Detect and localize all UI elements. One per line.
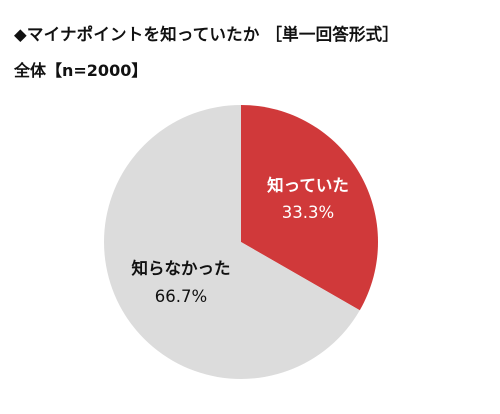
pie-slice-did-not-know: [104, 105, 360, 379]
pie-labels: 知っていた 33.3% 知らなかった 66.7%: [132, 175, 349, 306]
pie-slices: [104, 105, 378, 379]
slice-label-did-not-know-category: 知らなかった: [132, 258, 231, 278]
slice-label-knew-value: 33.3%: [282, 203, 334, 222]
chart-subtitle: 全体【n=2000】: [14, 61, 148, 80]
slice-label-knew-category: 知っていた: [267, 175, 349, 195]
chart-title: ◆マイナポイントを知っていたか ［単一回答形式］: [14, 25, 400, 44]
pie-slice-knew: [241, 105, 378, 311]
slice-label-did-not-know-value: 66.7%: [155, 287, 207, 306]
